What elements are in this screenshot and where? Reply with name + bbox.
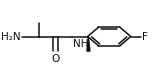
Text: O: O <box>52 54 60 64</box>
Text: H₂N: H₂N <box>1 32 21 41</box>
Polygon shape <box>87 36 90 51</box>
Text: NH: NH <box>73 39 88 49</box>
Text: F: F <box>142 32 148 41</box>
